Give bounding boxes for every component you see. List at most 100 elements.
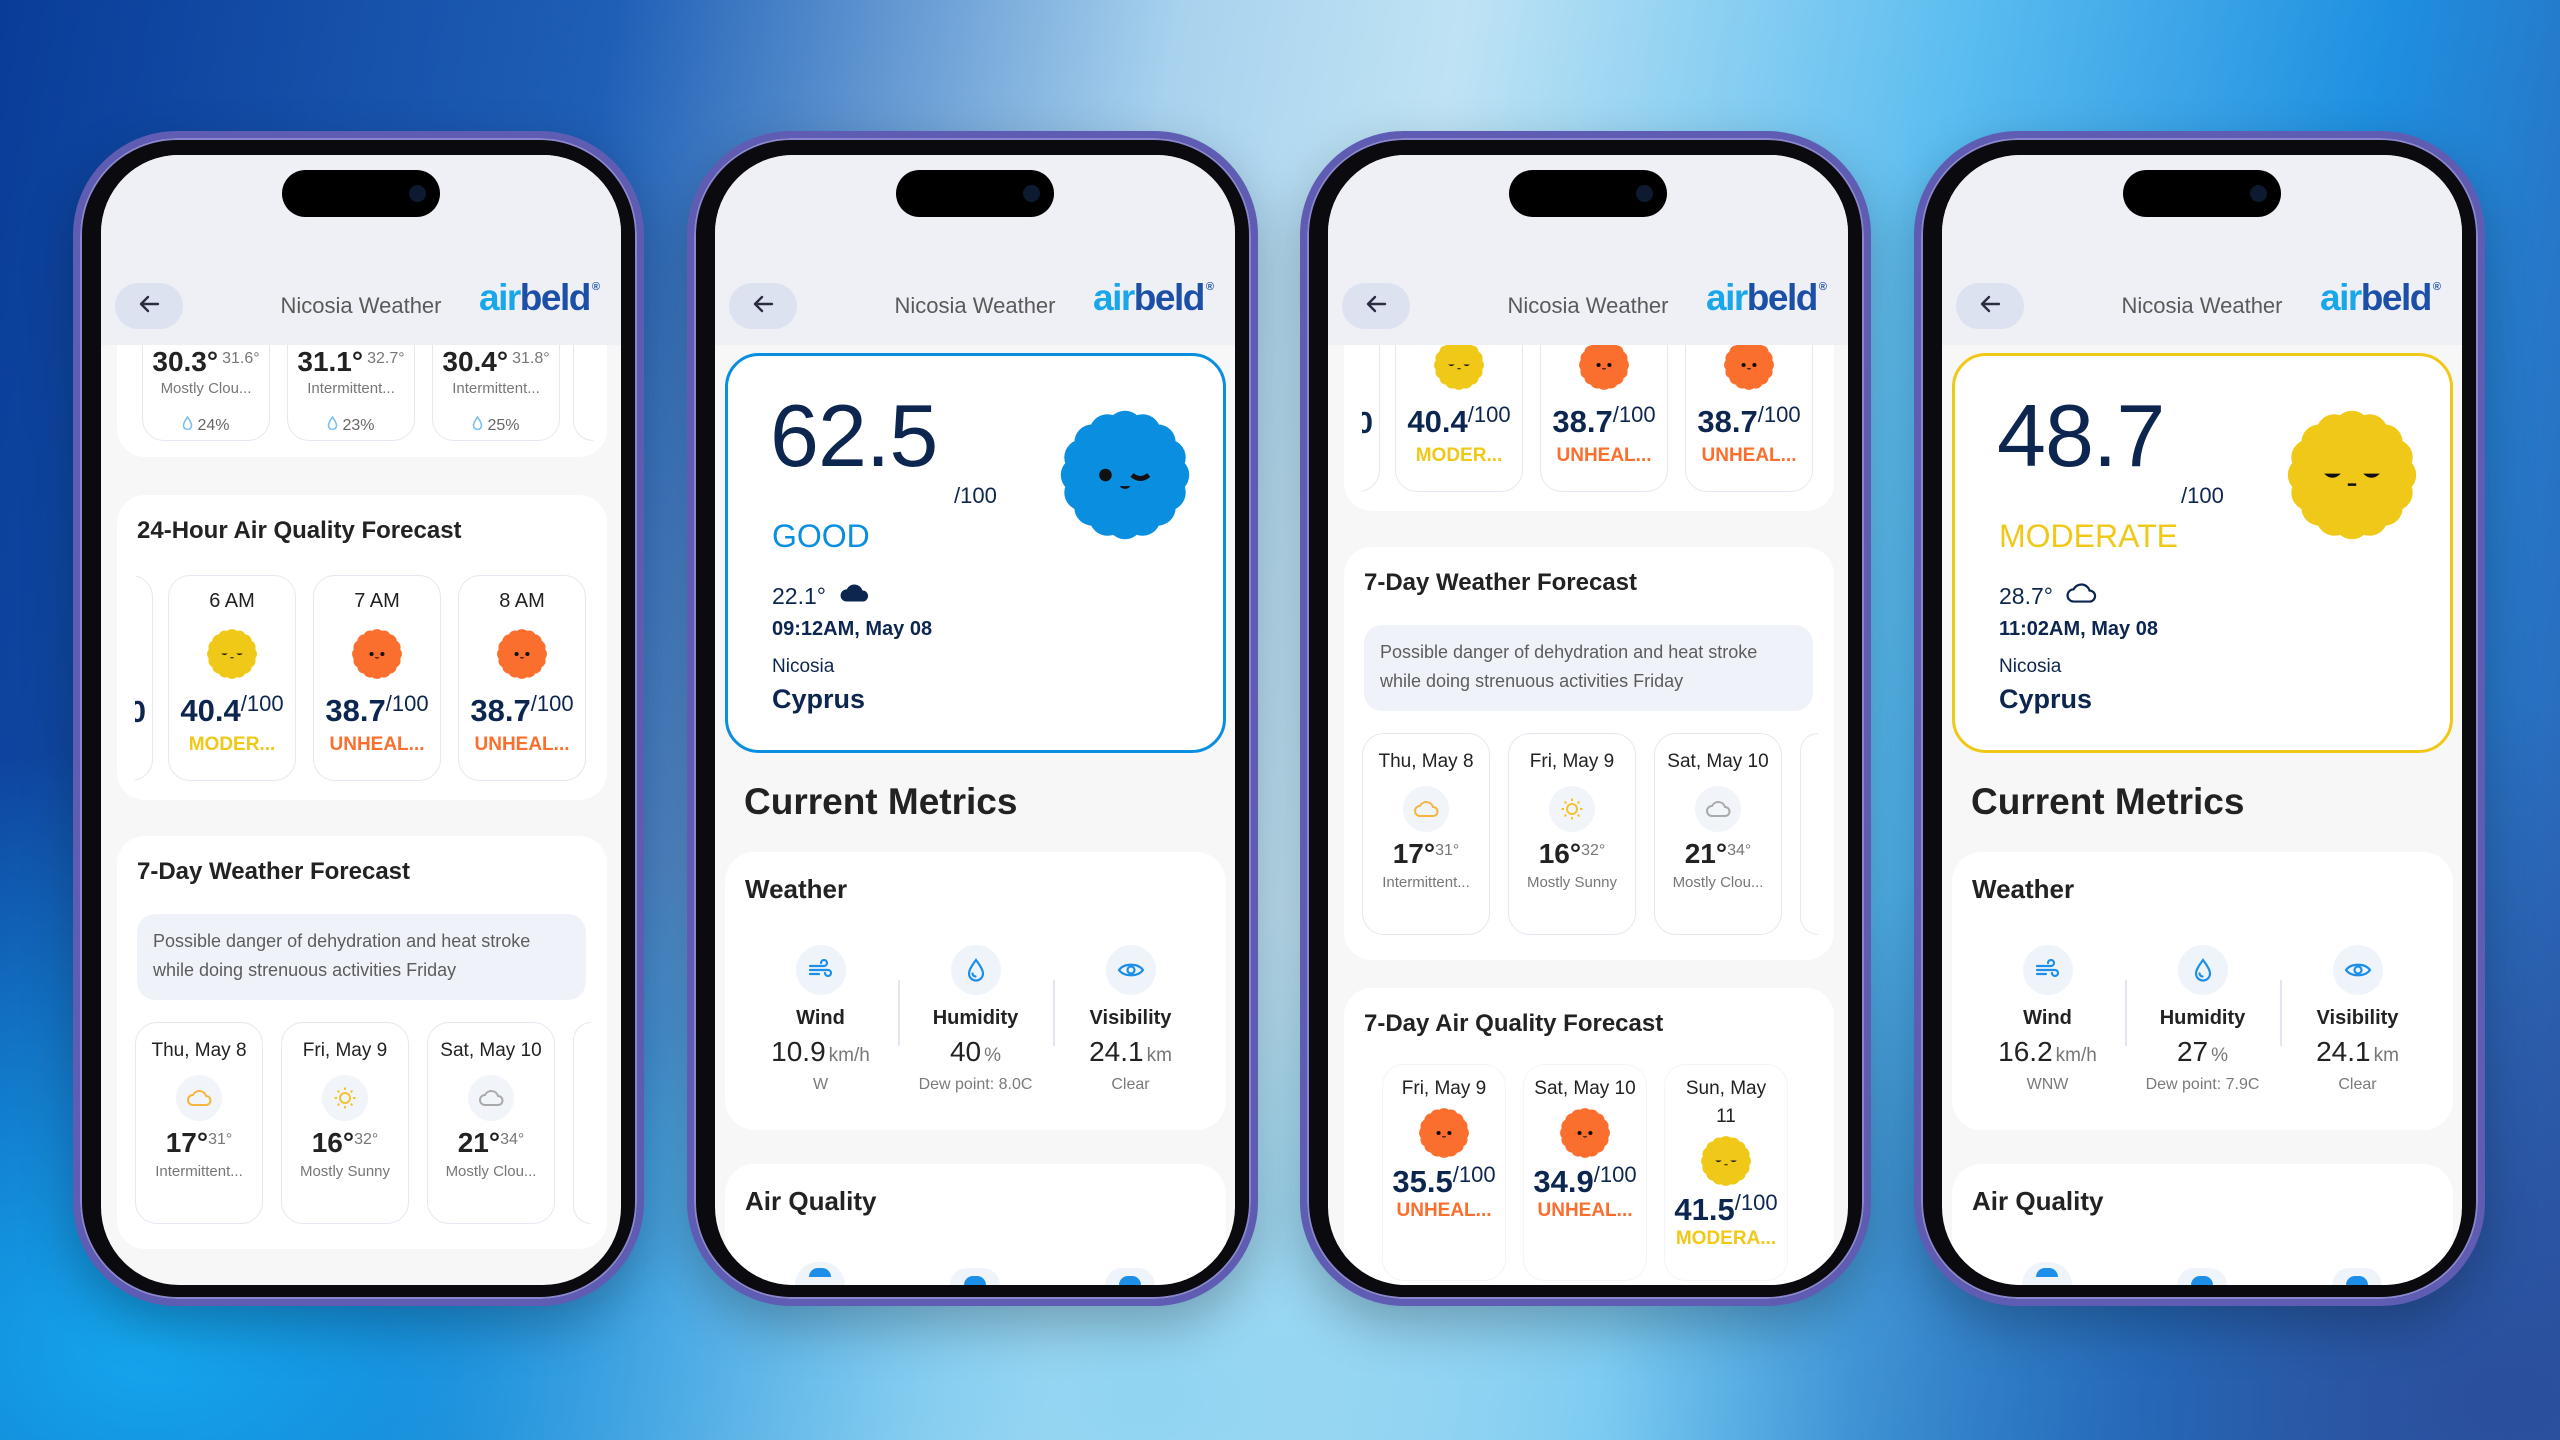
aq-24h-scroller[interactable]: 0 6 AM 40.4/100 MODER... 7 AM 38.7/100 UNHEAL.…	[135, 575, 591, 785]
metric-value-row: 40%	[898, 1036, 1053, 1068]
daily-aq-card[interactable]: Fri, May 9 35.5/100 UNHEAL...	[1382, 1064, 1506, 1281]
feels-like: 31.6°	[222, 350, 260, 367]
aq-24h-section: 24-Hour Air Quality Forecast 0 6 AM 40.4/10…	[117, 495, 607, 800]
high-temp: 34°	[1727, 842, 1752, 859]
aq-score: 38.7/100	[459, 691, 585, 729]
section-title: Weather	[1972, 874, 2075, 904]
metric-label: Visibility	[1089, 1007, 1172, 1029]
temp-range: 21°34°	[1685, 838, 1752, 870]
metric-unit: km	[2373, 1045, 2399, 1066]
daily-aq-card[interactable]: Sat, May 10 34.9/100 UNHEAL...	[1523, 1064, 1647, 1281]
arrow-left-icon	[751, 294, 775, 319]
divider	[2125, 980, 2127, 1046]
logo-registered-mark: ®	[1818, 281, 1827, 293]
temperature-row: 22.1°	[772, 582, 870, 610]
phone-mockup: Nicosia Weather airbeld ® 48.7/100 MODERATE 2…	[1914, 131, 2485, 1306]
condition: Mostly Sunny	[299, 1163, 391, 1180]
daily-weather-card[interactable]: Thu, May 8 17°31° Intermittent...	[1362, 733, 1490, 935]
hour-label: 8 AM	[499, 590, 545, 612]
temperature-row: 30.4° 31.8°	[433, 346, 559, 378]
day-date: Sat, May 10	[440, 1040, 542, 1061]
low-temp: 21°	[1684, 838, 1728, 869]
daily-weather-card[interactable]: Fri, May 9 16°32° Mostly Sunny	[1508, 733, 1636, 935]
aq-7d-scroller[interactable]: Fri, May 9 35.5/100 UNHEAL... Sat, May 10 34…	[1362, 1064, 1818, 1283]
camera-icon	[409, 185, 426, 202]
feels-like: 32.7°	[367, 350, 405, 367]
pollutant-icon	[2332, 1268, 2382, 1285]
aq-level: MODERA...	[1675, 1228, 1777, 1249]
daily-weather-card[interactable]: Sat, May 10 21°34° Mostly Clou...	[1654, 733, 1782, 935]
high-temp: 32°	[1581, 842, 1606, 859]
pollutant-blob-icon	[1119, 1276, 1141, 1285]
city: Nicosia	[772, 656, 835, 677]
aq-score: 34.9/100	[1533, 1162, 1636, 1200]
sun-icon	[322, 1075, 368, 1121]
metric-visibility: Visibility 24.1 km Clear	[1053, 852, 1208, 1094]
sun-icon	[1549, 786, 1595, 832]
temp-range: 17°31°	[1393, 838, 1460, 870]
precip-row: 25%	[433, 415, 559, 435]
temperature: 31.1°	[297, 346, 364, 377]
aq-score: 38.7/100	[1541, 402, 1667, 440]
aq-value: 40.4	[1407, 404, 1468, 439]
weather-7d-section: 7-Day Weather Forecast Possible danger of…	[117, 836, 607, 1249]
logo-registered-mark: ®	[1205, 281, 1214, 293]
droplet-icon	[327, 415, 338, 434]
back-button[interactable]	[1342, 283, 1410, 329]
logo-air: air	[1093, 277, 1135, 318]
precip-row: 23%	[288, 415, 414, 435]
current-conditions-page: 62.5/100 GOOD 22.1° 09:12AM, May 08 Nicosia C…	[715, 155, 1235, 1285]
high-temp: 31°	[208, 1131, 233, 1148]
low-temp: 21°	[457, 1127, 501, 1158]
camera-icon	[2250, 185, 2267, 202]
daily-weather-card[interactable]: Fri, May 9 16°32° Mostly Sunny	[281, 1022, 409, 1224]
aq-level: MODER...	[188, 734, 276, 755]
metric-unit: km	[1146, 1045, 1172, 1066]
droplet-icon	[182, 415, 193, 434]
dynamic-island	[1509, 170, 1667, 217]
aq-hour-card[interactable]: 7 AM 38.7/100 UNHEAL...	[313, 575, 441, 781]
back-button[interactable]	[115, 283, 183, 329]
aq-max: /100	[530, 691, 574, 716]
pollutant-blob-icon	[2191, 1276, 2213, 1285]
weather-7d-scroller[interactable]: Thu, May 8 17°31° Intermittent... Fri, May …	[1362, 733, 1818, 939]
daily-weather-card[interactable]: Sat, May 10 21°34° Mostly Clou...	[427, 1022, 555, 1224]
metric-value: 40	[949, 1036, 982, 1067]
metric-value-row: 24.1 km	[2280, 1036, 2435, 1068]
dynamic-island	[282, 170, 440, 217]
condition: Mostly Sunny	[1526, 874, 1618, 891]
aq-score: 38.7/100	[1686, 402, 1812, 440]
daily-weather-card[interactable]: Thu, May 8 17°31° Intermittent...	[135, 1022, 263, 1224]
temperature-row: 31.1° 32.7°	[288, 346, 414, 378]
pollutant-blob-icon	[964, 1276, 986, 1285]
low-temp: 16°	[1538, 838, 1582, 869]
weather-7d-scroller[interactable]: Thu, May 8 17°31° Intermittent... Fri, May …	[135, 1022, 591, 1228]
temperature-row: 28.7°	[1999, 582, 2097, 610]
aq-max: /100	[240, 691, 284, 716]
logo-beld: beld	[519, 277, 592, 318]
aq-mascot-icon	[2285, 408, 2419, 547]
temperature: 22.1°	[772, 582, 826, 609]
day-date: Fri, May 9	[1529, 751, 1615, 772]
droplet-icon	[472, 415, 483, 434]
aq-value: 38.7	[1697, 404, 1758, 439]
phone-screen: Nicosia Weatherairbeld®30.3°31.6°Mostly …	[1328, 155, 1848, 1285]
aqi-max: /100	[954, 483, 997, 508]
cloud-icon	[1695, 786, 1741, 832]
aq-score: 41.5/100	[1674, 1190, 1777, 1228]
aq-value: 34.9	[1533, 1164, 1594, 1199]
aq-value: 40.4	[180, 693, 241, 728]
aq-max: /100	[1757, 402, 1801, 427]
aq-hour-card[interactable]: 6 AM 40.4/100 MODER...	[168, 575, 296, 781]
aq-mascot-icon	[169, 628, 295, 685]
daily-aq-card[interactable]: Sun, May 11 41.5/100 MODERA...	[1664, 1064, 1788, 1281]
aq-level: UNHEAL...	[1537, 1200, 1633, 1221]
metric-value: 10.9	[771, 1036, 826, 1067]
aq-mascot-icon	[1058, 408, 1192, 547]
hour-label: 7 AM	[354, 590, 400, 612]
back-button[interactable]	[729, 283, 797, 329]
logo-air: air	[2320, 277, 2362, 318]
back-button[interactable]	[1956, 283, 2024, 329]
metric-label: Wind	[2023, 1007, 2072, 1029]
aq-hour-card[interactable]: 8 AM 38.7/100 UNHEAL...	[458, 575, 586, 781]
